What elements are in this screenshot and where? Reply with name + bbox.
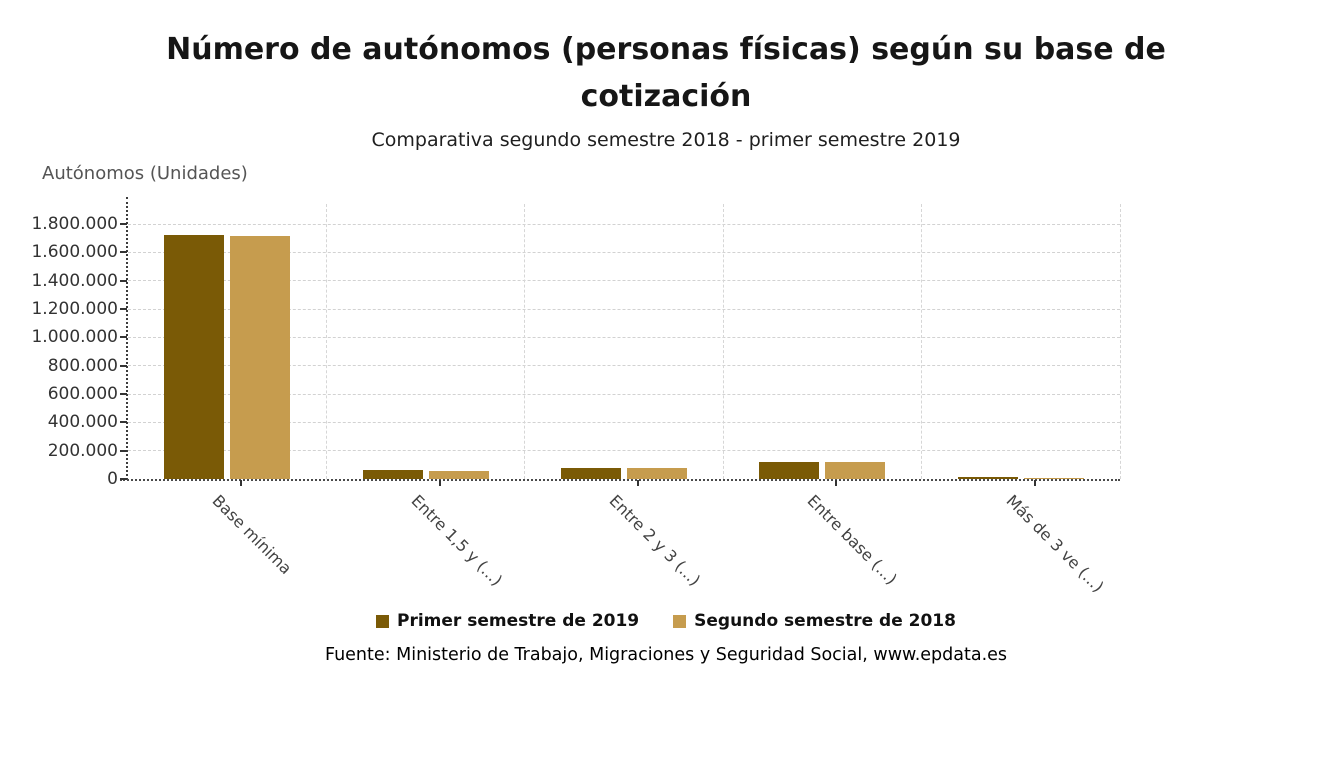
gridline-vertical bbox=[921, 204, 923, 479]
x-axis-line bbox=[120, 479, 1120, 481]
gridline-horizontal bbox=[128, 336, 1120, 338]
gridline-horizontal bbox=[128, 393, 1120, 395]
bar-segundo-semestre-2018[interactable] bbox=[428, 470, 489, 479]
y-axis-tick bbox=[120, 223, 127, 225]
x-axis-tick bbox=[1033, 480, 1036, 486]
category-label: Entre 1,5 y (...) bbox=[407, 491, 506, 590]
y-axis-tick bbox=[120, 279, 127, 282]
y-tick-label: 1.200.000 bbox=[31, 299, 118, 319]
y-tick-label: 1.800.000 bbox=[31, 214, 118, 234]
bar-segundo-semestre-2018[interactable] bbox=[627, 468, 687, 479]
y-axis-tick bbox=[120, 336, 127, 339]
gridline-vertical bbox=[524, 204, 526, 479]
y-tick-label: 1.600.000 bbox=[31, 242, 118, 263]
chart-title: Número de autónomos (personas físicas) s… bbox=[0, 26, 1332, 120]
x-axis-tick bbox=[637, 480, 639, 486]
x-axis-tick bbox=[240, 480, 243, 486]
y-tick-label: 1.400.000 bbox=[31, 270, 118, 291]
gridline-horizontal bbox=[128, 421, 1120, 423]
y-axis-title: Autónomos (Unidades) bbox=[42, 163, 248, 184]
y-axis-tick bbox=[120, 421, 127, 424]
y-axis-tick bbox=[120, 393, 127, 395]
y-axis-tick bbox=[120, 308, 127, 310]
category-label: Base mínima bbox=[208, 491, 296, 579]
bar-segundo-semestre-2018[interactable] bbox=[825, 462, 886, 479]
y-tick-label: 0 bbox=[107, 469, 118, 489]
y-tick-label: 600.000 bbox=[47, 384, 118, 404]
chart-title-line1: Número de autónomos (personas físicas) s… bbox=[166, 32, 1166, 67]
legend-item-segundo-semestre-2018[interactable]: Segundo semestre de 2018 bbox=[673, 611, 956, 631]
gridline-horizontal bbox=[128, 450, 1120, 452]
y-axis-labels: 0 200.000 400.000 600.000 800.000 1.000.000 1.… bbox=[0, 204, 118, 489]
y-tick-label: 1.000.000 bbox=[31, 327, 118, 348]
legend-swatch-2019 bbox=[376, 614, 390, 628]
y-tick-label: 200.000 bbox=[47, 440, 118, 461]
plot-area bbox=[120, 197, 1121, 486]
bar-primer-semestre-2019[interactable] bbox=[957, 477, 1018, 479]
gridline-vertical bbox=[325, 204, 327, 479]
legend: Primer semestre de 2019 Segundo semestre… bbox=[0, 611, 1332, 631]
bar-primer-semestre-2019[interactable] bbox=[362, 470, 423, 479]
chart-title-line2: cotización bbox=[580, 79, 752, 114]
bar-primer-semestre-2019[interactable] bbox=[164, 234, 225, 479]
x-axis-labels: Base mínima Entre 1,5 y (...) Entre 2 y 3 … bbox=[128, 479, 1120, 609]
gridline-horizontal bbox=[128, 251, 1120, 253]
legend-label-2019: Primer semestre de 2019 bbox=[397, 611, 640, 631]
category-label: Entre base (...) bbox=[803, 491, 902, 589]
legend-swatch-2018 bbox=[673, 614, 687, 628]
gridline-horizontal bbox=[128, 308, 1120, 310]
category-label: Más de 3 ve (...) bbox=[1002, 491, 1108, 597]
bar-primer-semestre-2019[interactable] bbox=[759, 461, 820, 479]
gridline-horizontal bbox=[128, 223, 1120, 225]
legend-label-2018: Segundo semestre de 2018 bbox=[694, 611, 956, 631]
y-axis-tick bbox=[120, 364, 127, 367]
category-label: Entre 2 y 3 (...) bbox=[605, 491, 705, 590]
y-axis-tick bbox=[120, 251, 127, 254]
x-axis-tick bbox=[438, 480, 441, 486]
y-tick-label: 400.000 bbox=[47, 412, 118, 433]
chart-subtitle: Comparativa segundo semestre 2018 - prim… bbox=[371, 129, 961, 151]
y-axis-tick bbox=[120, 449, 127, 452]
gridline-horizontal bbox=[128, 365, 1120, 367]
y-axis-line bbox=[126, 197, 128, 480]
gridline-vertical bbox=[1119, 204, 1121, 479]
bar-segundo-semestre-2018[interactable] bbox=[230, 236, 291, 479]
bar-segundo-semestre-2018[interactable] bbox=[1023, 477, 1084, 479]
bar-primer-semestre-2019[interactable] bbox=[561, 467, 621, 479]
x-axis-tick bbox=[835, 480, 838, 486]
y-tick-label: 800.000 bbox=[47, 355, 118, 376]
gridline-horizontal bbox=[128, 280, 1120, 282]
gridline-vertical bbox=[722, 204, 724, 479]
y-axis-tick bbox=[120, 478, 127, 480]
source-attribution: Fuente: Ministerio de Trabajo, Migracion… bbox=[324, 645, 1008, 665]
legend-item-primer-semestre-2019[interactable]: Primer semestre de 2019 bbox=[376, 611, 639, 631]
